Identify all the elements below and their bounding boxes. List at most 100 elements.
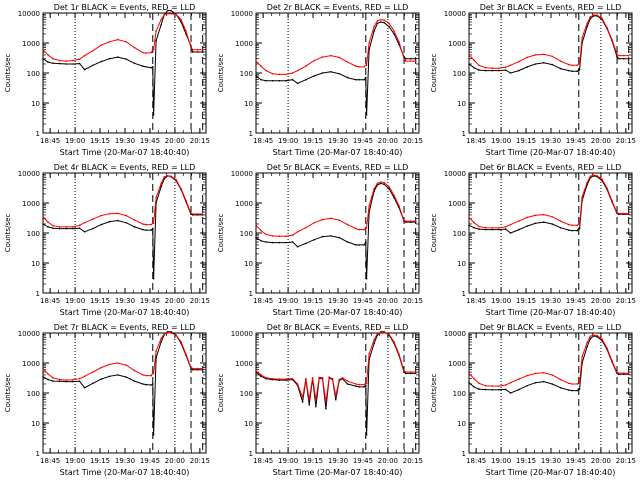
lld-point <box>568 223 570 226</box>
lld-point <box>596 14 598 16</box>
events-point <box>358 244 360 246</box>
chart-title: Det 3r BLACK = Events, RED = LLD <box>480 3 622 12</box>
lld-point <box>379 331 382 334</box>
lld-point <box>308 398 310 401</box>
events-point <box>313 75 315 77</box>
lld-point <box>379 181 382 183</box>
y-axis-label: Counts/sec <box>4 54 12 93</box>
events-point <box>491 228 494 231</box>
y-tick-label: 1000 <box>235 360 253 368</box>
lld-point <box>142 374 144 376</box>
series-events-line <box>255 331 416 435</box>
x-tick-label: 19:45 <box>140 297 160 305</box>
events-point <box>627 57 630 60</box>
events-point <box>260 375 262 378</box>
events-point <box>125 221 127 224</box>
events-point <box>58 62 61 65</box>
lld-point <box>373 187 375 190</box>
lld-point <box>368 42 370 44</box>
x-tick-label: 18:45 <box>253 457 273 465</box>
events-point <box>504 228 507 230</box>
events-point <box>47 378 49 381</box>
events-point <box>330 71 332 73</box>
y-tick-label: 10000 <box>231 330 253 338</box>
lld-point <box>611 38 613 41</box>
lld-point <box>271 72 274 75</box>
lld-point <box>534 54 537 56</box>
events-point <box>509 72 512 74</box>
lld-point <box>388 333 390 336</box>
lld-point <box>596 175 598 177</box>
lld-point <box>125 214 127 217</box>
events-point <box>617 373 620 376</box>
lld-point <box>606 187 608 190</box>
x-tick-label: 19:45 <box>566 457 586 465</box>
lld-point <box>185 353 187 355</box>
y-axis-label: Counts/sec <box>430 214 438 253</box>
plot-frame <box>42 332 207 454</box>
lld-point <box>358 228 360 231</box>
lld-point <box>142 51 144 54</box>
events-point <box>321 72 324 74</box>
x-tick-label: 19:00 <box>491 297 511 305</box>
lld-point <box>191 213 194 215</box>
x-axis-label: Start Time (20-Mar-07 18:40:40) <box>486 468 616 477</box>
x-tick-label: 19:15 <box>303 457 323 465</box>
events-point <box>543 380 545 383</box>
lld-point <box>170 12 172 15</box>
events-point <box>150 66 152 69</box>
x-tick-label: 19:15 <box>90 457 110 465</box>
y-tick-label: 1000 <box>22 40 40 48</box>
lld-point <box>52 377 54 379</box>
events-point <box>145 66 147 68</box>
events-point <box>265 241 267 243</box>
events-point <box>201 368 204 371</box>
events-point <box>166 9 169 12</box>
series-events-line <box>42 10 203 115</box>
lld-point <box>325 401 327 403</box>
events-point <box>478 228 480 230</box>
lld-point <box>617 54 620 57</box>
x-axis-label: Start Time (20-Mar-07 18:40:40) <box>60 148 190 157</box>
x-tick-label: 20:00 <box>378 137 398 145</box>
lld-point <box>305 65 307 67</box>
lld-point <box>92 218 94 220</box>
lld-point <box>338 219 340 221</box>
events-point <box>383 183 385 186</box>
lld-point <box>551 55 553 58</box>
lld-point <box>559 60 562 62</box>
events-point <box>170 9 172 12</box>
x-tick-label: 20:00 <box>591 297 611 305</box>
chart-title: Det 8r BLACK = Events, RED = LLD <box>267 323 409 332</box>
events-point <box>576 229 578 232</box>
lld-point <box>285 235 287 237</box>
events-point <box>142 228 144 231</box>
lld-point <box>145 223 147 226</box>
events-point <box>379 182 382 185</box>
lld-point <box>52 224 54 227</box>
x-tick-label: 20:15 <box>403 137 423 145</box>
x-tick-label: 18:45 <box>466 297 486 305</box>
lld-point <box>596 334 598 337</box>
y-tick-label: 10000 <box>231 170 253 178</box>
events-point <box>365 277 368 280</box>
lld-point <box>278 378 281 380</box>
lld-point <box>321 56 324 58</box>
y-tick-label: 1 <box>36 450 40 458</box>
lld-point <box>559 220 562 222</box>
events-point <box>191 368 194 371</box>
lld-point <box>175 334 177 336</box>
lld-point <box>355 65 357 67</box>
events-point <box>478 388 480 390</box>
events-point <box>358 386 360 388</box>
events-point <box>571 389 573 392</box>
lld-point <box>100 214 102 217</box>
lld-point <box>196 48 199 51</box>
events-point <box>571 229 573 232</box>
x-tick-label: 19:00 <box>65 457 85 465</box>
lld-point <box>155 30 157 32</box>
lld-point <box>346 223 349 226</box>
lld-point <box>58 226 61 228</box>
lld-point <box>404 220 407 222</box>
events-point <box>468 381 470 384</box>
